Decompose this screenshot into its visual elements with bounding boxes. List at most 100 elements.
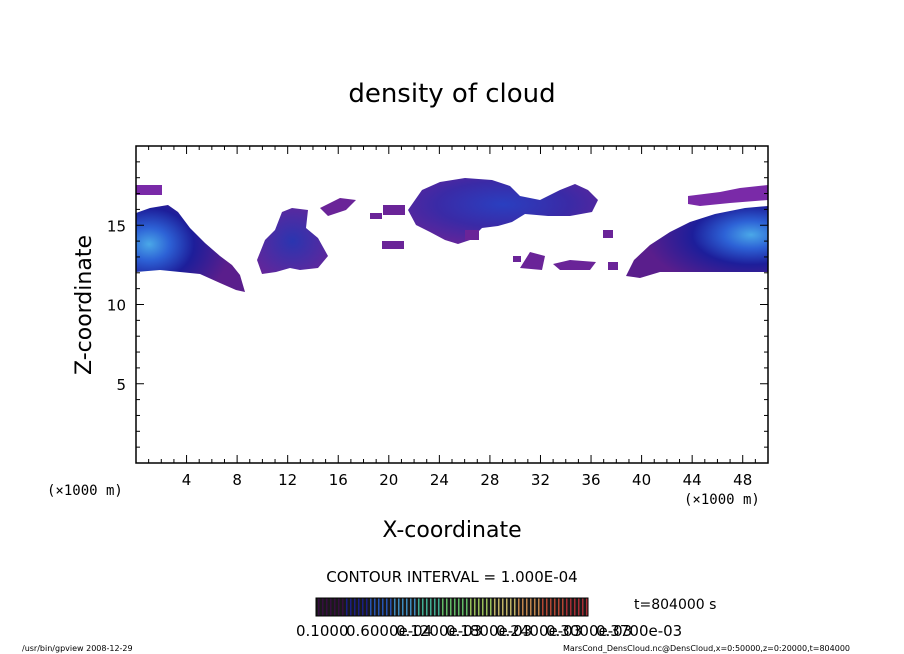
- colorbar-cell-line: [538, 598, 540, 616]
- colorbar-cell-line: [558, 598, 560, 616]
- colorbar-cell: [576, 598, 580, 616]
- colorbar-label: 0.1000: [296, 622, 349, 640]
- colorbar-cell: [320, 598, 324, 616]
- colorbar-cell: [420, 598, 424, 616]
- colorbar-cell-line: [530, 598, 532, 616]
- cloud-region: [382, 241, 404, 249]
- colorbar-cell: [356, 598, 360, 616]
- colorbar-cell: [476, 598, 480, 616]
- colorbar-cell: [536, 598, 540, 616]
- cloud-region: [553, 260, 596, 270]
- colorbar-cell-line: [402, 598, 404, 616]
- footer-right: MarsCond_DensCloud.nc@DensCloud,x=0:5000…: [563, 644, 850, 653]
- colorbar-cell-line: [550, 598, 552, 616]
- cloud-region: [603, 230, 613, 238]
- colorbar-cell-line: [354, 598, 356, 616]
- y-axis: 5 10 15: [107, 161, 768, 448]
- colorbar-cell-line: [326, 598, 328, 616]
- colorbar-cell-line: [338, 598, 340, 616]
- cloud-region: [257, 208, 328, 274]
- colorbar-cell: [512, 598, 516, 616]
- colorbar-cell-line: [586, 598, 588, 616]
- colorbar-cell-line: [486, 598, 488, 616]
- colorbar-cell-line: [374, 598, 376, 616]
- colorbar-cell: [548, 598, 552, 616]
- colorbar-cell-line: [526, 598, 528, 616]
- cloud-region: [408, 178, 598, 244]
- colorbar-cell-line: [318, 598, 320, 616]
- colorbar-cell: [528, 598, 532, 616]
- x-tick-label: 16: [329, 471, 348, 489]
- cloud-region: [136, 185, 162, 195]
- colorbar-cell: [392, 598, 396, 616]
- colorbar-cell: [472, 598, 476, 616]
- colorbar-cell: [384, 598, 388, 616]
- colorbar-cell-line: [446, 598, 448, 616]
- colorbar-cell: [448, 598, 452, 616]
- colorbar-cell-line: [418, 598, 420, 616]
- colorbar-cell: [324, 598, 328, 616]
- colorbar-cell: [440, 598, 444, 616]
- colorbar-cell-line: [322, 598, 324, 616]
- colorbar-cell: [380, 598, 384, 616]
- colorbar-cell: [316, 598, 320, 616]
- cloud-region: [320, 198, 356, 216]
- colorbar-cell-line: [422, 598, 424, 616]
- colorbar-cell: [492, 598, 496, 616]
- x-tick-label: 20: [379, 471, 398, 489]
- chart-title: density of cloud: [348, 79, 555, 109]
- colorbar-cell: [412, 598, 416, 616]
- colorbar-cell-line: [358, 598, 360, 616]
- colorbar-cell: [496, 598, 500, 616]
- colorbar-cell: [560, 598, 564, 616]
- colorbar-cell-line: [390, 598, 392, 616]
- x-tick-label: 40: [632, 471, 651, 489]
- colorbar-cell-line: [350, 598, 352, 616]
- colorbar-cell: [372, 598, 376, 616]
- y-axis-label: Z-coordinate: [72, 235, 97, 375]
- colorbar-cell: [516, 598, 520, 616]
- colorbar-cell-line: [518, 598, 520, 616]
- colorbar-label: 0.6000e-04: [346, 622, 432, 640]
- colorbar-cell: [340, 598, 344, 616]
- colorbar-cell: [332, 598, 336, 616]
- colorbar-cell: [556, 598, 560, 616]
- colorbar-cell-line: [534, 598, 536, 616]
- colorbar-cell-line: [442, 598, 444, 616]
- cloud-region: [688, 185, 768, 206]
- cloud-field: [136, 178, 768, 292]
- colorbar-cell-line: [470, 598, 472, 616]
- y-tick-label: 5: [116, 376, 126, 394]
- colorbar-cell-line: [462, 598, 464, 616]
- x-tick-label: 4: [182, 471, 192, 489]
- colorbar-cell-line: [410, 598, 412, 616]
- colorbar-cell: [396, 598, 400, 616]
- colorbar-cell: [540, 598, 544, 616]
- colorbar-cell-line: [426, 598, 428, 616]
- colorbar-cell: [432, 598, 436, 616]
- colorbar-cell: [500, 598, 504, 616]
- colorbar-cell-line: [570, 598, 572, 616]
- colorbar-cell-line: [342, 598, 344, 616]
- colorbar-label: 0.3000e-03: [546, 622, 632, 640]
- colorbar-cell: [468, 598, 472, 616]
- colorbar-cell-line: [414, 598, 416, 616]
- colorbar-cell-line: [542, 598, 544, 616]
- colorbar-cell: [428, 598, 432, 616]
- cloud-region: [136, 205, 245, 292]
- colorbar-cell-line: [514, 598, 516, 616]
- x-tick-label: 48: [733, 471, 752, 489]
- colorbar-cell: [452, 598, 456, 616]
- cloud-region: [370, 213, 382, 219]
- colorbar-cell: [524, 598, 528, 616]
- colorbar-labels: 0.10000.6000e-040.1200e-030.1800e-030.24…: [296, 622, 682, 640]
- time-label: t=804000 s: [634, 597, 716, 613]
- colorbar-cell: [368, 598, 372, 616]
- colorbar-cell-line: [582, 598, 584, 616]
- colorbar-cell-line: [382, 598, 384, 616]
- colorbar-cell: [552, 598, 556, 616]
- colorbar-cell-line: [490, 598, 492, 616]
- x-axis-unit-left: (×1000 m): [47, 483, 123, 499]
- x-axis: 4 8 12 16 20 24 28 32 36 40 44 48: [148, 146, 756, 489]
- colorbar-cell: [460, 598, 464, 616]
